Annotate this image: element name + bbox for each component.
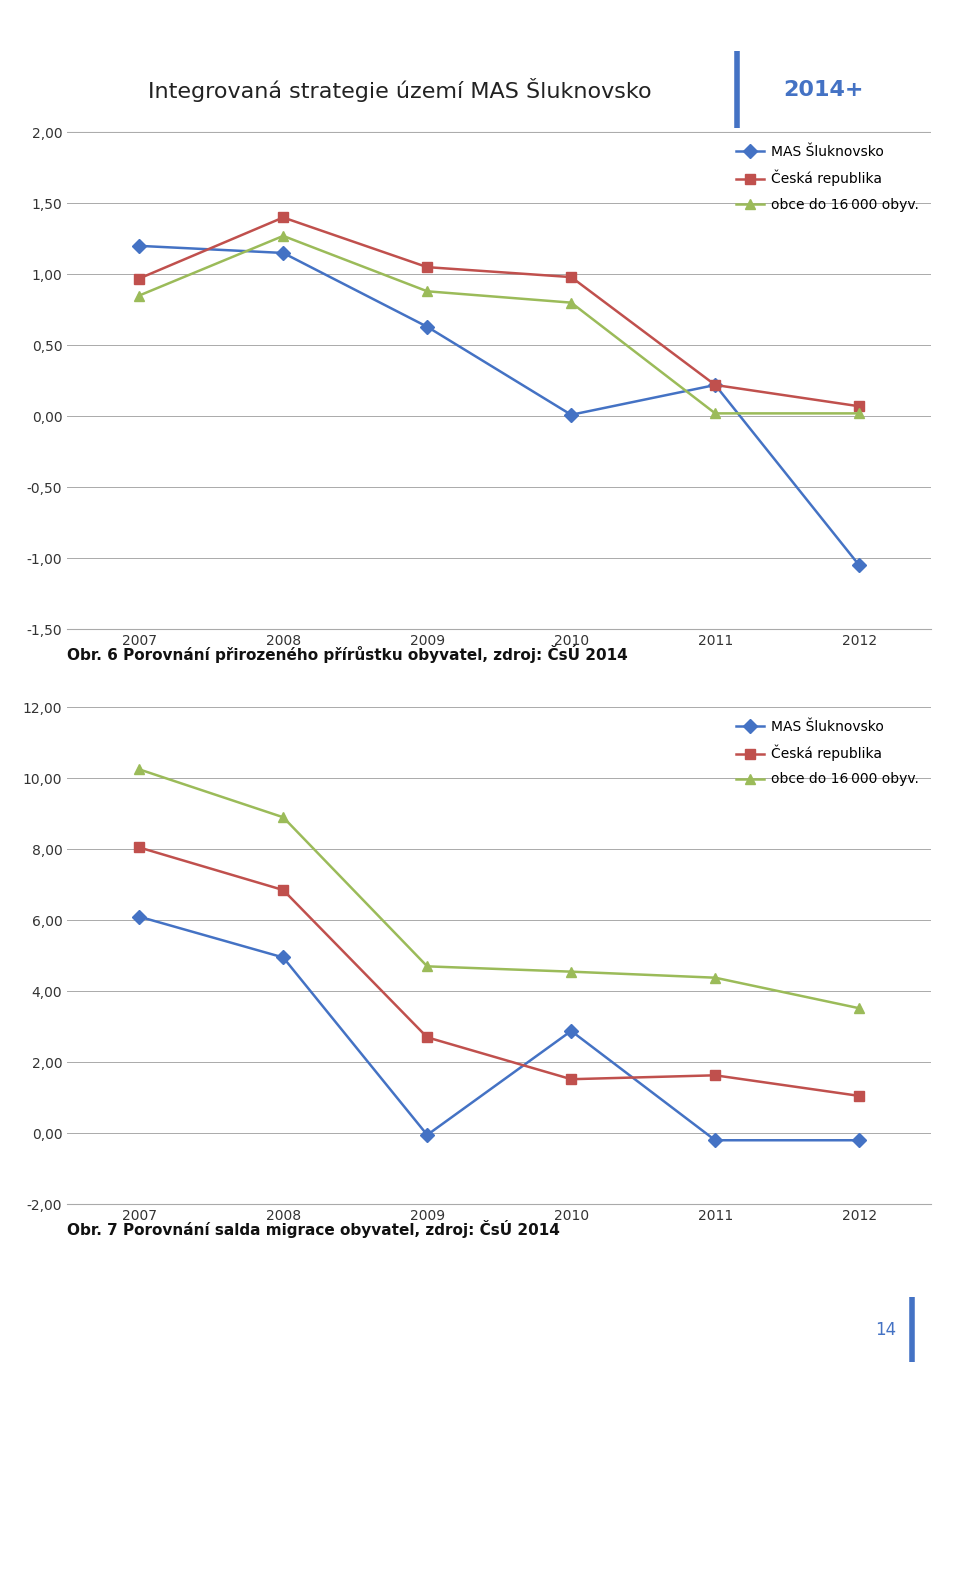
Legend: MAS Šluknovsko, Česká republika, obce do 16 000 obyv.: MAS Šluknovsko, Česká republika, obce do… [731, 140, 924, 217]
Text: 2014+: 2014+ [783, 80, 863, 99]
Text: 14: 14 [876, 1320, 897, 1339]
Text: Obr. 6 Porovnání přirozeného přírůstku obyvatel, zdroj: ČsÚ 2014: Obr. 6 Porovnání přirozeného přírůstku o… [67, 645, 628, 663]
Legend: MAS Šluknovsko, Česká republika, obce do 16 000 obyv.: MAS Šluknovsko, Česká republika, obce do… [731, 714, 924, 791]
Text: Integrovaná strategie území MAS Šluknovsko: Integrovaná strategie území MAS Šluknovs… [148, 77, 652, 102]
Text: Obr. 7 Porovnání salda migrace obyvatel, zdroj: ČsÚ 2014: Obr. 7 Porovnání salda migrace obyvatel,… [67, 1220, 560, 1237]
